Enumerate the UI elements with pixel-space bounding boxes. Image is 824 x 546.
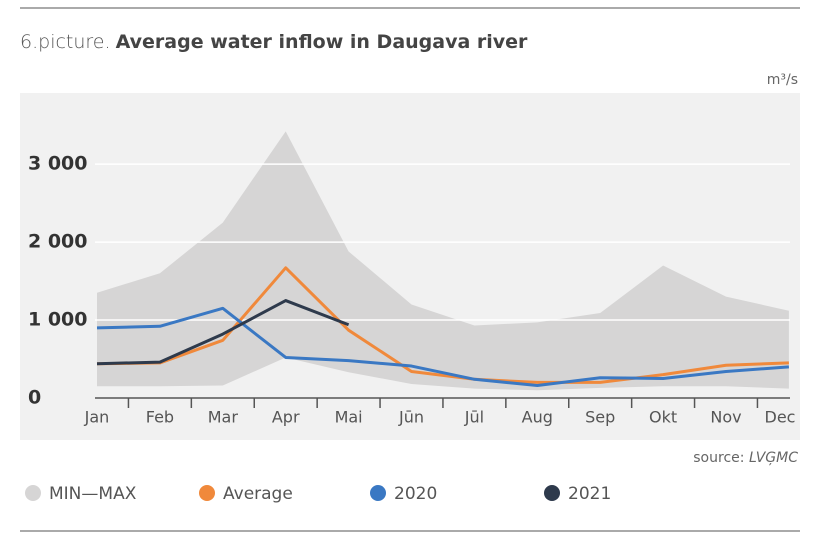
x-tick-label: Aug <box>522 408 553 427</box>
legend-marker <box>370 485 386 501</box>
y-tick-label: 2 000 <box>28 231 88 253</box>
x-tick-label: Jūn <box>398 408 424 427</box>
x-tick-label: Apr <box>272 408 300 427</box>
x-tick-label: Sep <box>585 408 615 427</box>
x-tick-label: Mar <box>208 408 239 427</box>
legend-label: 2020 <box>394 484 437 504</box>
x-tick-label: Dec <box>765 408 796 427</box>
source-label: source: <box>693 450 744 466</box>
plot-background <box>20 93 800 440</box>
legend-marker <box>199 485 215 501</box>
range-area <box>97 131 789 391</box>
chart-title: 6.picture. Average water inflow in Dauga… <box>20 31 528 53</box>
series-line <box>96 306 790 388</box>
x-tick-label: Jan <box>84 408 110 427</box>
title-text: Average water inflow in Daugava river <box>116 31 528 53</box>
legend-marker <box>25 485 41 501</box>
source-org: LVĢMC <box>749 450 798 466</box>
plot: 0 1 000 2 000 3 000 Jan Feb Mar Apr Mai Jūn Jūl Aug… <box>28 131 796 427</box>
x-tick-label: Feb <box>146 408 174 427</box>
y-tick-label: 1 000 <box>28 309 88 331</box>
x-tick-label: Mai <box>335 408 363 427</box>
x-tick-label: Okt <box>649 408 677 427</box>
legend: MIN—MAX Average 2020 2021 <box>25 484 611 504</box>
legend-label: MIN—MAX <box>49 484 137 504</box>
series-line <box>96 299 350 366</box>
y-tick-label: 0 <box>28 387 41 409</box>
legend-label: 2021 <box>568 484 611 504</box>
y-tick-label: 3 000 <box>28 153 88 175</box>
series-line <box>96 266 789 384</box>
legend-marker <box>544 485 560 501</box>
source: source: LVĢMC <box>693 450 798 466</box>
x-tick-label: Jūl <box>464 408 484 427</box>
x-tick-label: Nov <box>710 408 741 427</box>
legend-label: Average <box>223 484 293 504</box>
title-prefix: 6.picture. <box>20 31 111 53</box>
unit-label: m³/s <box>767 72 798 88</box>
